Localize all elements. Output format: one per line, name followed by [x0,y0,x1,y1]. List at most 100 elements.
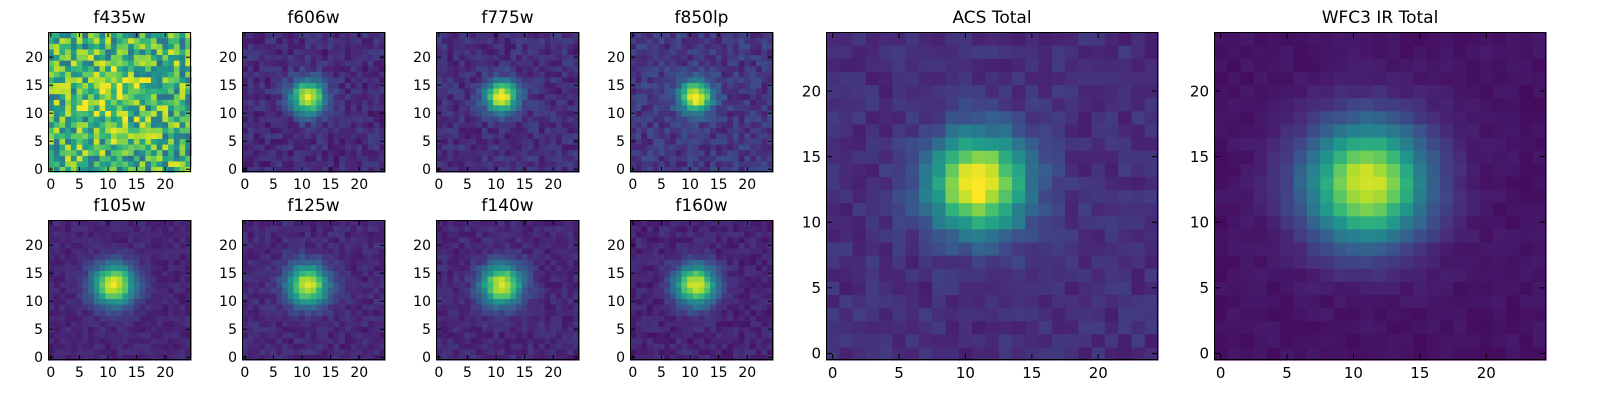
heatmap-cell [738,343,745,350]
heatmap-cell [441,104,449,111]
heatmap-cell [179,287,186,294]
heatmap-cell [641,104,648,111]
heatmap-cell [441,270,449,277]
heatmap-cell [322,220,329,227]
heatmap-cell [732,37,740,44]
heatmap-cell [65,93,72,100]
heatmap-cell [527,354,534,361]
heatmap-cell [344,121,352,128]
heatmap-cell [59,242,66,249]
heatmap-cell [573,99,580,106]
heatmap-cell [367,354,375,361]
heatmap-cell [641,332,648,339]
heatmap-cell [504,127,511,134]
heatmap-cell [732,43,740,50]
heatmap-cell [630,292,637,299]
heatmap-cell [168,76,175,83]
heatmap-cell [116,65,123,72]
heatmap-cells [48,32,192,173]
heatmap-cell [48,93,55,100]
heatmap-cell [322,88,329,95]
heatmap-cell [470,138,477,145]
heatmap-cell [567,127,574,134]
heatmap-cell [493,43,500,50]
heatmap-cell [105,326,112,333]
heatmap-cell [498,54,506,61]
heatmap-cell [561,65,569,72]
heatmap-cell [521,93,529,100]
heatmap-cell [253,292,260,299]
heatmap-cell [48,281,55,288]
heatmap-cell [185,248,192,255]
heatmap-cell [333,332,340,339]
y-tick-label: 0 [34,350,43,366]
heatmap-cell [162,309,169,316]
heatmap-cell [692,354,700,361]
heatmap-cell [310,315,317,322]
heatmap-cell [299,127,306,134]
heatmap-cell [647,65,654,72]
heatmap-cell [247,155,255,162]
heatmap-cell [270,253,277,260]
heatmap-cell [339,138,346,145]
heatmap-cell [70,292,78,299]
heatmap-cell [470,48,477,55]
heatmap-cell [310,264,317,271]
heatmap-cell [527,309,534,316]
heatmap-cell [259,276,266,283]
heatmap-cell [76,37,83,44]
heatmap-cell [185,121,192,128]
heatmap-cell [567,82,574,89]
heatmap-cell [105,54,112,61]
heatmap-cell [658,138,665,145]
heatmap-cell [116,304,123,311]
heatmap-cell [493,332,500,339]
heatmap-cell [253,248,260,255]
heatmap-cell [264,138,272,145]
heatmap-cell [322,343,329,350]
heatmap-cell [339,248,346,255]
heatmap-cell [550,332,557,339]
heatmap-cell [544,326,551,333]
heatmap-cell [88,320,95,327]
heatmap-cell [470,65,477,72]
heatmap-cell [761,104,768,111]
heatmap-cell [93,292,101,299]
heatmap-cell [276,54,283,61]
heatmap-cell [122,276,129,283]
heatmap-cell [379,315,386,322]
heatmap-cell [264,304,272,311]
heatmap-cell [664,332,671,339]
heatmap-cell [264,326,272,333]
heatmap-cell [156,292,163,299]
heatmap-cell [48,155,55,162]
heatmap-cell [173,48,181,55]
heatmap-cell [767,99,774,106]
heatmap-cell [715,348,723,355]
heatmap-cell [247,332,255,339]
heatmap-cell [299,132,306,139]
heatmap-cell [373,104,380,111]
heatmap-cell [498,93,506,100]
heatmap-cell [453,236,460,243]
heatmap-cell [538,121,546,128]
heatmap-cell [53,110,61,117]
heatmap-cell [750,65,757,72]
heatmap-cell [150,231,158,238]
heatmap-cell [516,104,523,111]
heatmap-cell [516,287,523,294]
heatmap-cell [556,236,563,243]
heatmap-cell [105,332,112,339]
heatmap-cell [544,127,551,134]
heatmap-cell [487,110,494,117]
heatmap-cell [259,110,266,117]
heatmap-cell [99,127,106,134]
heatmap-cell [458,149,466,156]
heatmap-cell [498,315,506,322]
heatmap-cell [264,292,272,299]
heatmap-cell [122,144,129,151]
heatmap-cell [373,166,380,173]
heatmap-cell [521,348,529,355]
heatmap-cell [379,343,386,350]
heatmap-cell [470,304,477,311]
